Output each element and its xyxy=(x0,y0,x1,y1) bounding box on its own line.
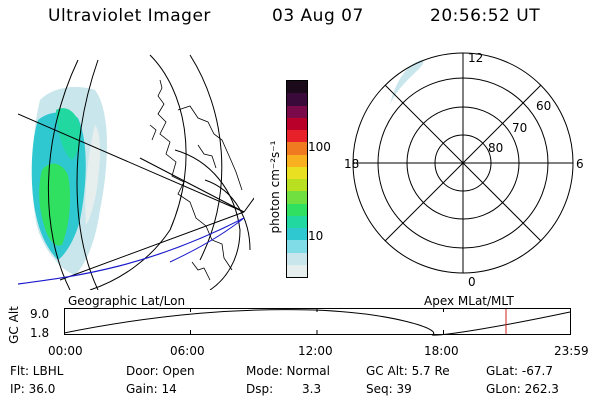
colorbar-segment xyxy=(287,264,307,277)
footer-door: Door: Open xyxy=(126,364,195,378)
colorbar-segment xyxy=(287,117,307,130)
alt-xtick-2359: 23:59 xyxy=(554,344,589,358)
alt-xtick-1200: 12:00 xyxy=(298,344,333,358)
colorbar xyxy=(286,80,308,278)
alt-xtick-1800: 18:00 xyxy=(424,344,459,358)
colorbar-segment xyxy=(287,179,307,192)
geographic-image-panel xyxy=(18,54,254,290)
polar-emission xyxy=(390,60,424,105)
colorbar-segment xyxy=(287,105,307,118)
mlt-0: 0 xyxy=(468,275,476,289)
date-label: 03 Aug 07 xyxy=(272,6,364,26)
colorbar-segment xyxy=(287,130,307,143)
alt-x-ticks xyxy=(190,308,444,335)
colorbar-tick-100: 100 xyxy=(308,140,331,154)
alt-xtick-0000: 00:00 xyxy=(48,344,83,358)
alt-ytick-high: 9.0 xyxy=(30,307,50,321)
apex-label: Apex MLat/MLT xyxy=(424,294,514,308)
footer-ip: IP: 36.0 xyxy=(10,382,56,396)
mlat-80: 80 xyxy=(488,141,503,155)
terminator-line xyxy=(18,217,245,285)
colorbar-unit-label: photon cm⁻²s⁻¹ xyxy=(268,140,282,234)
colorbar-segment xyxy=(287,142,307,155)
colorbar-segment xyxy=(287,240,307,253)
alt-ylabel: GC Alt xyxy=(7,306,21,344)
geo-grid xyxy=(18,54,254,290)
colorbar-segment xyxy=(287,252,307,265)
colorbar-segment xyxy=(287,166,307,179)
mlt-18: 18 xyxy=(344,157,359,171)
footer-gc-alt: GC Alt: 5.7 Re xyxy=(366,364,450,378)
mlt-6: 6 xyxy=(576,157,584,171)
colorbar-segment xyxy=(287,191,307,204)
geo-label: Geographic Lat/Lon xyxy=(68,294,186,308)
footer-mode: Mode: Normal xyxy=(246,364,330,378)
footer-filter: Flt: LBHL xyxy=(10,364,64,378)
colorbar-segment xyxy=(287,154,307,167)
footer-gain: Gain: 14 xyxy=(126,382,177,396)
colorbar-segment xyxy=(287,228,307,241)
instrument-title: Ultraviolet Imager xyxy=(48,6,211,26)
colorbar-tick-10: 10 xyxy=(308,229,324,243)
altitude-curve xyxy=(64,309,571,336)
mlt-12: 12 xyxy=(468,51,483,65)
alt-xtick-0600: 06:00 xyxy=(170,344,205,358)
footer-glat: GLat: -67.7 xyxy=(486,364,553,378)
colorbar-segment xyxy=(287,215,307,228)
colorbar-segment xyxy=(287,81,307,94)
footer-seq: Seq: 39 xyxy=(366,382,412,396)
footer-dsp-value: 3.3 xyxy=(302,382,322,396)
time-label: 20:56:52 UT xyxy=(430,6,541,26)
auroral-emission xyxy=(31,87,107,276)
coastline xyxy=(149,79,243,281)
mlat-60: 60 xyxy=(536,99,551,113)
mlat-70: 70 xyxy=(512,121,527,135)
alt-ytick-low: 1.8 xyxy=(30,326,50,340)
colorbar-segment xyxy=(287,93,307,106)
polar-grid xyxy=(352,52,574,274)
footer-dsp-label: Dsp: xyxy=(246,382,274,396)
colorbar-segment xyxy=(287,203,307,216)
polar-plot: 12 6 0 18 60 70 80 xyxy=(344,51,584,289)
footer-glon: GLon: 262.3 xyxy=(486,382,559,396)
altitude-plot xyxy=(64,308,571,336)
